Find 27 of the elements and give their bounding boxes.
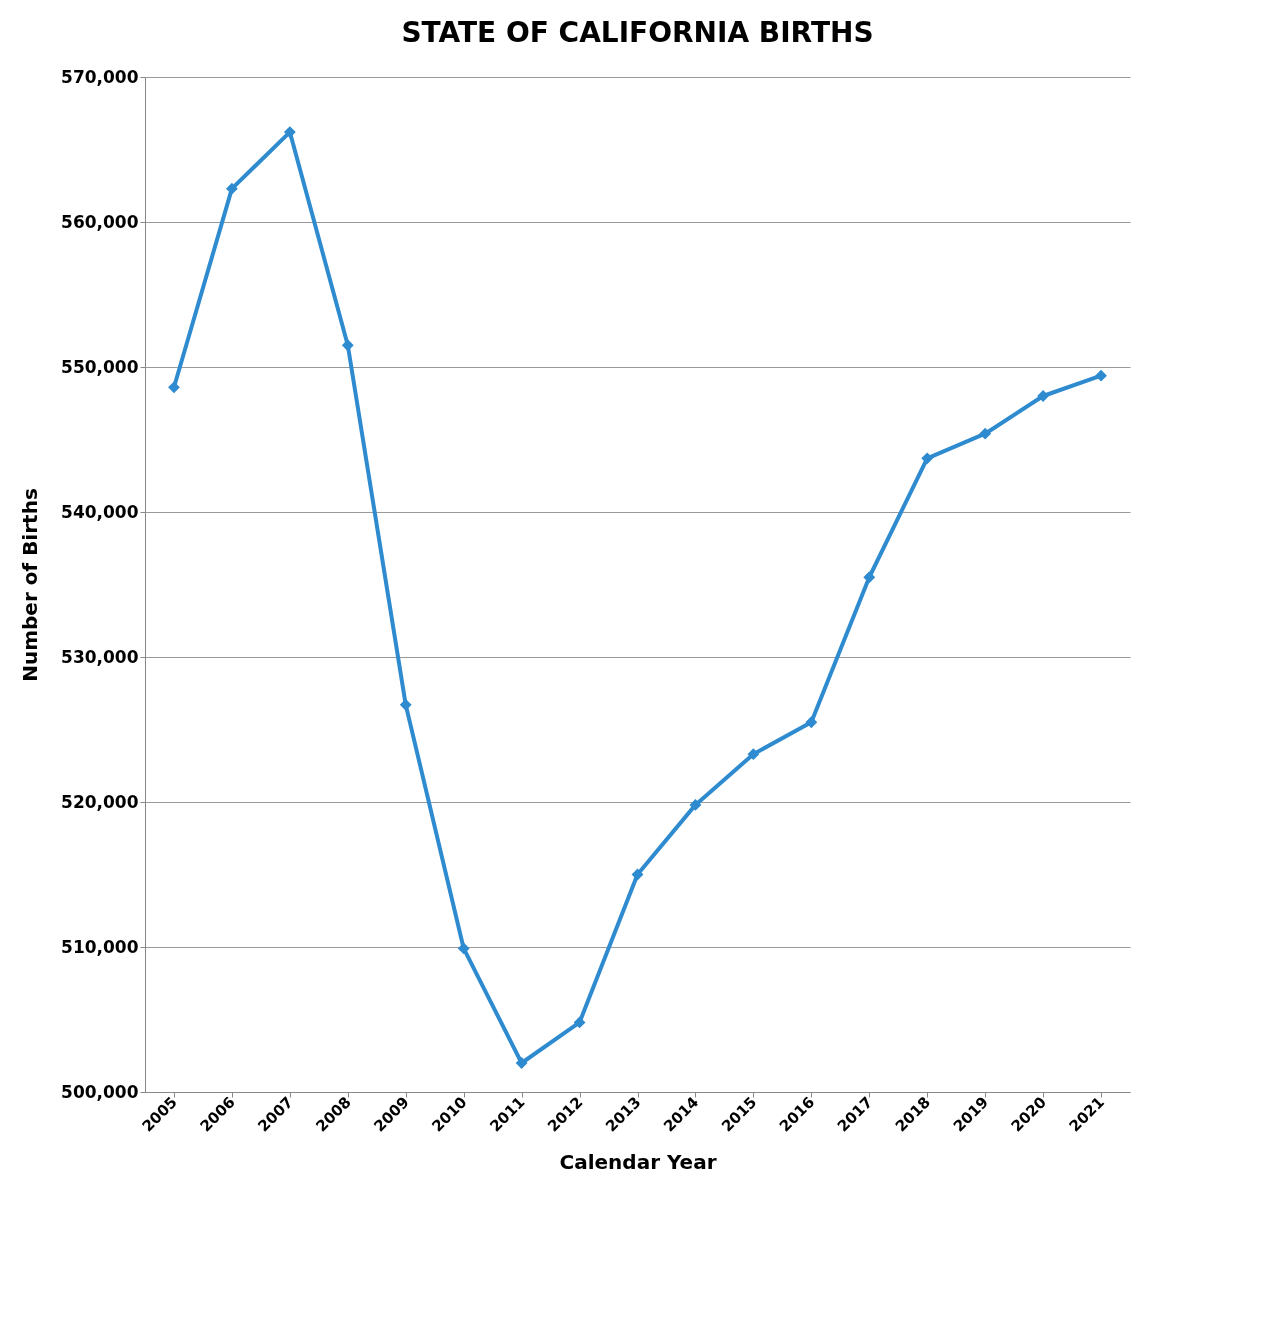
point xyxy=(921,452,934,465)
point xyxy=(689,798,702,811)
point xyxy=(1095,369,1107,382)
chart-title: STATE OF CALIFORNIA BIRTHS xyxy=(401,16,874,49)
y-tick-label: 540,000 xyxy=(61,501,139,522)
point xyxy=(341,339,354,352)
y-tick-label: 500,000 xyxy=(61,1081,139,1102)
y-tick-label: 550,000 xyxy=(61,356,139,377)
point xyxy=(515,1057,528,1069)
point xyxy=(457,942,470,955)
point xyxy=(747,748,760,761)
y-tick-label: 510,000 xyxy=(61,936,139,957)
point xyxy=(168,381,180,394)
point xyxy=(573,1016,586,1029)
point xyxy=(979,427,992,440)
point xyxy=(399,698,412,711)
y-axis-title: Number of Births xyxy=(18,488,43,682)
y-tick-label: 520,000 xyxy=(61,791,139,812)
point xyxy=(1037,390,1049,402)
point xyxy=(805,716,818,729)
point xyxy=(283,126,296,139)
y-tick-label: 570,000 xyxy=(61,66,139,87)
x-axis-title: Calendar Year xyxy=(559,1149,717,1174)
y-tick-label: 560,000 xyxy=(61,211,139,232)
point xyxy=(226,182,238,195)
point xyxy=(863,571,876,584)
y-tick-label: 530,000 xyxy=(61,646,139,667)
